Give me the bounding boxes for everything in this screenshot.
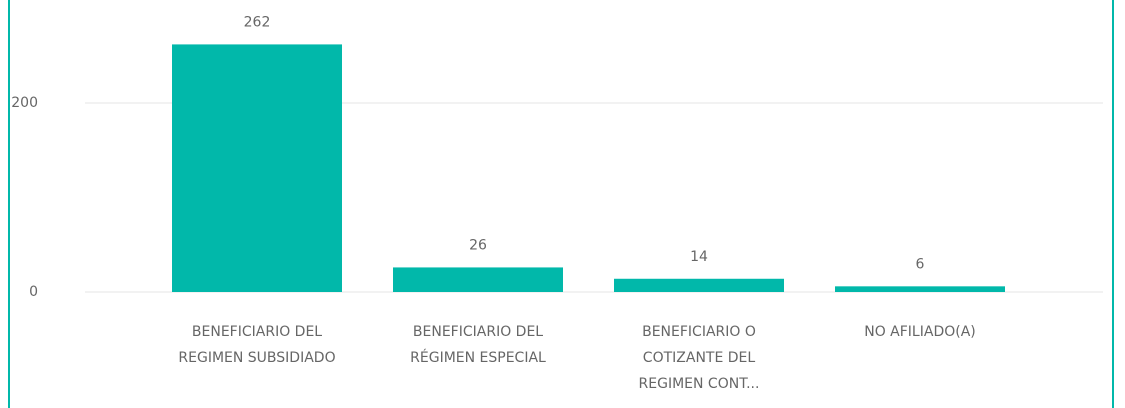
y-tick-label: 200	[11, 95, 38, 111]
bar	[614, 278, 784, 292]
data-label: 6	[916, 256, 925, 272]
x-tick-label: BENEFICIARIO DEL RÉGIMEN ESPECIAL	[410, 324, 546, 366]
bar	[835, 286, 1005, 292]
x-tick-label: BENEFICIARIO O COTIZANTE DEL REGIMEN CONT.…	[639, 324, 760, 392]
x-tick-label: NO AFILIADO(A)	[864, 324, 976, 340]
data-label: 26	[469, 237, 487, 253]
y-tick-label: 0	[29, 284, 38, 300]
data-label: 262	[244, 14, 271, 30]
data-label: 14	[690, 249, 708, 265]
bar	[172, 44, 342, 292]
bar	[393, 267, 563, 292]
x-tick-label: BENEFICIARIO DEL REGIMEN SUBSIDIADO	[178, 324, 335, 366]
